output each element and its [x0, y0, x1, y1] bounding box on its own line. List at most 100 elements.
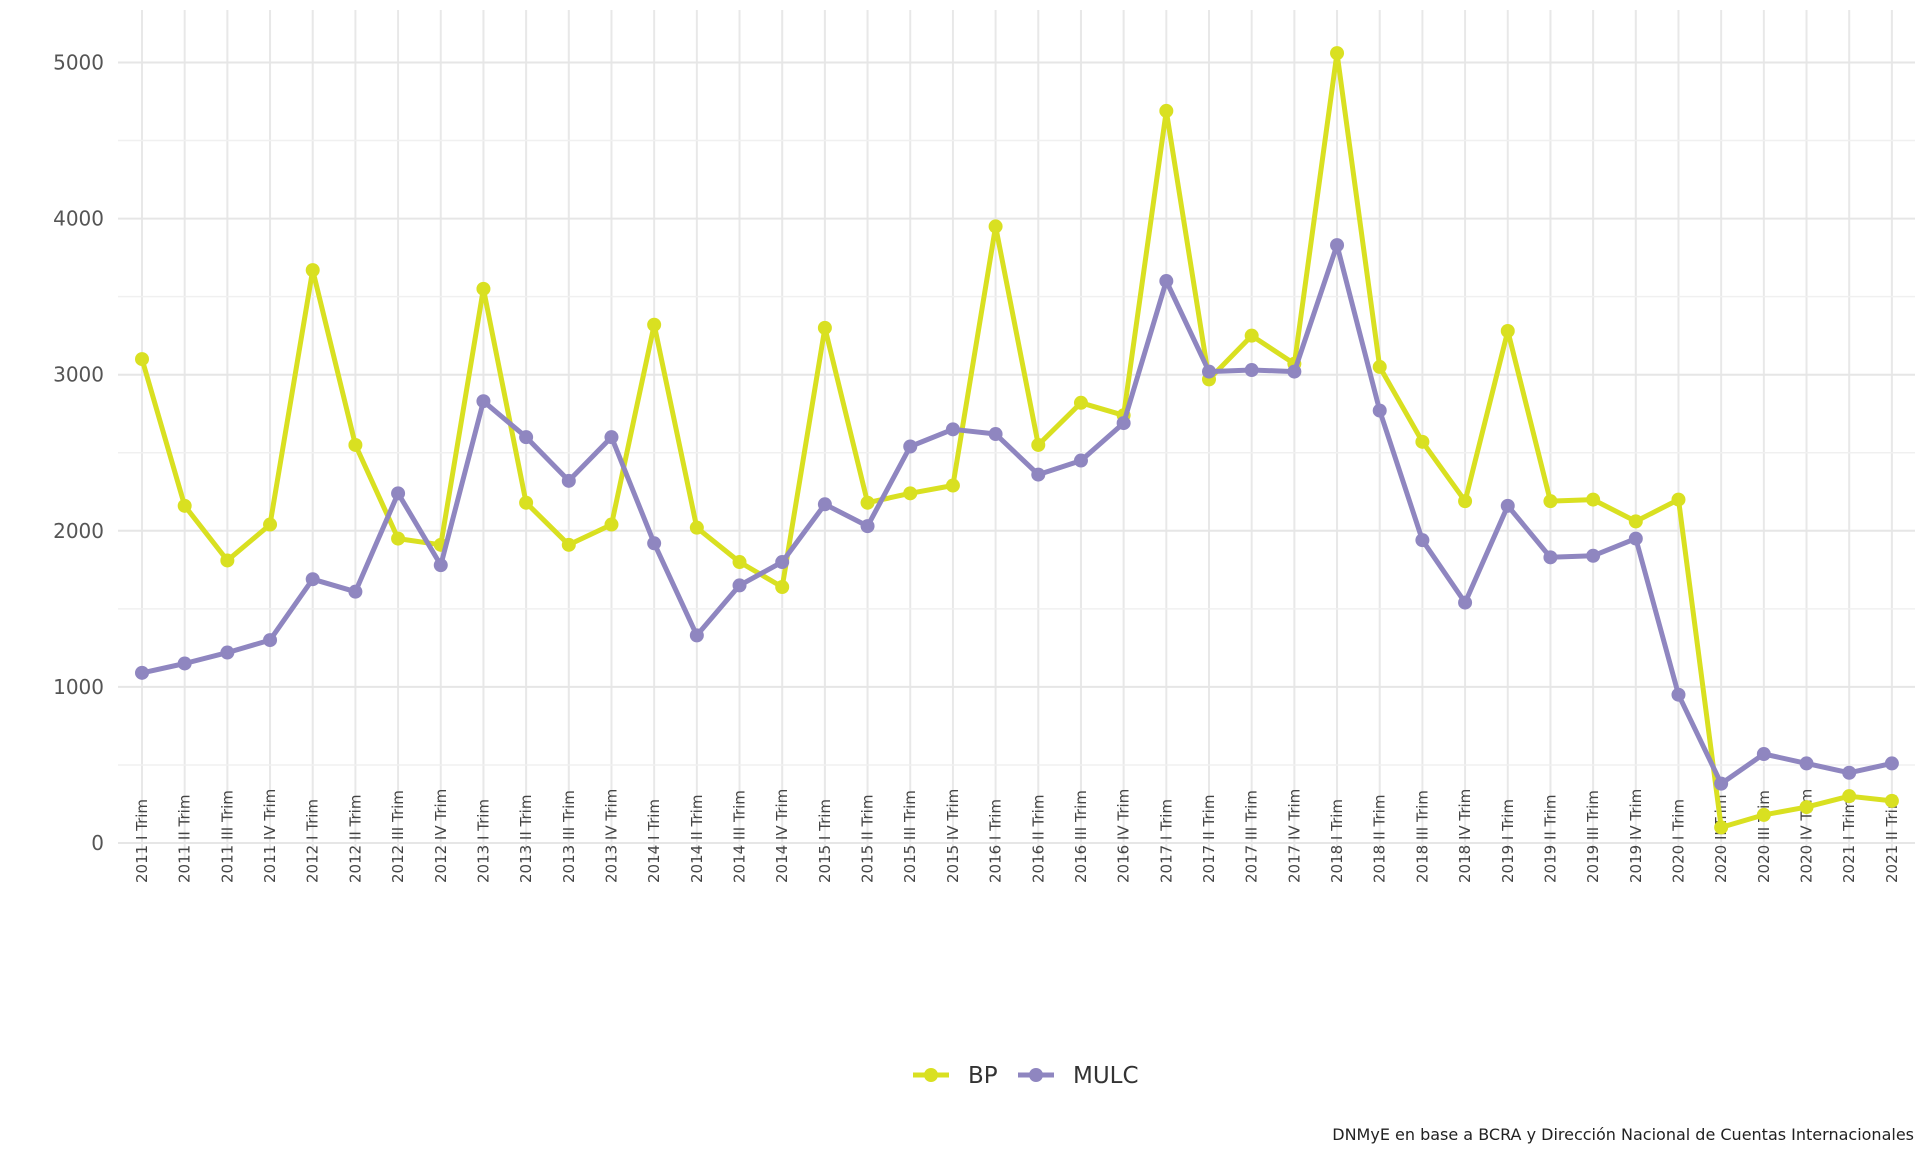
data-point-mulc — [519, 430, 534, 445]
x-tick-label: 2016 IV Trim — [1115, 789, 1133, 883]
data-point-bp — [476, 281, 491, 296]
x-tick-label: 2017 III Trim — [1243, 790, 1261, 883]
series-line-mulc — [139, 242, 1895, 787]
x-tick-label: 2019 IV Trim — [1627, 789, 1645, 883]
data-point-mulc — [988, 427, 1003, 442]
data-point-mulc — [263, 633, 278, 648]
data-point-bp — [135, 352, 149, 367]
data-point-bp — [988, 219, 1003, 234]
data-point-mulc — [1543, 550, 1558, 565]
data-point-bp — [689, 520, 704, 535]
data-point-bp — [1458, 494, 1473, 509]
data-point-bp — [1628, 514, 1643, 529]
data-point-mulc — [604, 430, 619, 445]
data-point-bp — [604, 517, 619, 532]
data-point-bp — [220, 553, 235, 568]
data-point-mulc — [775, 555, 790, 570]
data-point-mulc — [647, 536, 662, 551]
data-point-bp — [391, 531, 406, 546]
data-point-bp — [1500, 323, 1515, 338]
x-tick-label: 2021 I Trim — [1840, 799, 1858, 883]
x-tick-label: 2014 III Trim — [731, 790, 749, 883]
data-point-bp — [647, 317, 662, 332]
x-tick-label: 2012 I Trim — [304, 799, 322, 883]
grid-lines — [118, 10, 1915, 860]
y-axis-ticks: 0 1000 2000 3000 4000 5000 — [53, 51, 104, 856]
data-point-mulc — [177, 656, 192, 671]
x-tick-label: 2017 II Trim — [1200, 795, 1218, 883]
data-point-mulc — [561, 473, 576, 488]
x-tick-label: 2011 IV Trim — [261, 789, 279, 883]
x-tick-label: 2016 III Trim — [1072, 790, 1090, 883]
data-point-mulc — [476, 394, 491, 409]
data-point-mulc — [817, 497, 832, 512]
series-lines — [135, 46, 1899, 835]
data-point-bp — [1884, 793, 1899, 808]
data-point-mulc — [1073, 453, 1088, 468]
x-tick-label: 2019 I Trim — [1499, 799, 1517, 883]
data-point-bp — [519, 495, 534, 510]
x-tick-label: 2017 I Trim — [1157, 799, 1175, 883]
x-tick-label: 2020 I Trim — [1669, 799, 1687, 883]
data-point-mulc — [689, 628, 704, 643]
data-point-mulc — [1671, 687, 1686, 702]
data-point-mulc — [1202, 364, 1216, 379]
x-tick-label: 2011 III Trim — [218, 790, 236, 883]
legend-label: MULC — [1073, 1063, 1139, 1089]
data-point-mulc — [135, 665, 149, 680]
data-point-bp — [1330, 46, 1345, 61]
x-tick-label: 2013 III Trim — [560, 790, 578, 883]
x-axis-ticks: 2011 I Trim 2011 II Trim 2011 III Trim 2011… — [133, 789, 1901, 883]
y-tick-label: 2000 — [53, 519, 104, 543]
x-tick-label: 2019 III Trim — [1584, 790, 1602, 883]
x-tick-label: 2020 II Trim — [1712, 795, 1730, 883]
data-point-mulc — [1756, 747, 1771, 762]
x-tick-label: 2015 I Trim — [816, 799, 834, 883]
legend-swatch-point — [1029, 1068, 1043, 1082]
x-tick-label: 2012 II Trim — [346, 795, 364, 883]
x-tick-label: 2019 II Trim — [1541, 795, 1559, 883]
data-point-bp — [903, 486, 918, 501]
source-caption: DNMyE en base a BCRA y Dirección Naciona… — [1332, 1125, 1914, 1144]
data-point-bp — [817, 320, 832, 335]
data-point-mulc — [1586, 548, 1601, 563]
x-tick-label: 2015 IV Trim — [944, 789, 962, 883]
data-point-bp — [1159, 103, 1174, 118]
data-point-mulc — [348, 584, 363, 599]
data-point-mulc — [1714, 776, 1729, 791]
legend-item-mulc: MULC — [1018, 1063, 1139, 1089]
data-point-mulc — [1628, 531, 1643, 546]
data-point-bp — [1415, 434, 1430, 449]
x-tick-label: 2012 IV Trim — [432, 789, 450, 883]
data-point-bp — [348, 437, 363, 452]
data-point-mulc — [1330, 238, 1345, 253]
data-point-bp — [1671, 492, 1686, 507]
x-tick-label: 2013 II Trim — [517, 795, 535, 883]
x-tick-label: 2014 II Trim — [688, 795, 706, 883]
data-point-bp — [1714, 820, 1729, 835]
data-point-bp — [860, 495, 875, 510]
data-point-bp — [1244, 328, 1259, 343]
x-tick-label: 2018 II Trim — [1371, 795, 1389, 883]
data-point-bp — [1372, 359, 1387, 374]
series-mulc — [135, 238, 1899, 791]
y-tick-label: 0 — [91, 831, 104, 855]
series-bp — [135, 46, 1899, 835]
data-point-bp — [561, 537, 576, 552]
x-tick-label: 2011 I Trim — [133, 799, 151, 883]
data-point-mulc — [1372, 403, 1387, 418]
y-tick-label: 1000 — [53, 675, 104, 699]
data-point-bp — [775, 579, 790, 594]
x-tick-label: 2021 II Trim — [1883, 795, 1901, 883]
series-line-bp — [139, 50, 1895, 830]
x-tick-label: 2011 II Trim — [176, 795, 194, 883]
legend-swatch-point — [924, 1068, 938, 1082]
data-point-bp — [1031, 437, 1046, 452]
data-point-mulc — [220, 645, 235, 660]
data-point-bp — [945, 478, 960, 493]
data-point-mulc — [732, 578, 747, 593]
data-point-bp — [732, 555, 747, 570]
data-point-mulc — [1458, 595, 1473, 610]
data-point-mulc — [1287, 364, 1302, 379]
x-tick-label: 2013 IV Trim — [602, 789, 620, 883]
